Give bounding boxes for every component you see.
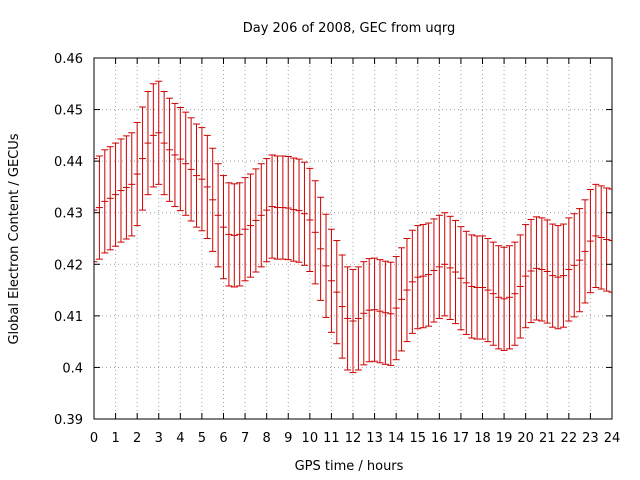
- error-bars: [93, 80, 613, 374]
- x-tick-label: 2: [133, 431, 141, 446]
- x-tick-label: 10: [302, 431, 319, 446]
- y-tick-label: 0.44: [54, 155, 83, 170]
- x-tick-label: 5: [198, 431, 206, 446]
- x-tick-label: 13: [366, 431, 383, 446]
- y-tick-label: 0.4: [62, 361, 83, 376]
- x-tick-label: 7: [241, 431, 249, 446]
- y-axis-label: Global Electron Content / GECUs: [7, 133, 22, 344]
- x-tick-label: 19: [496, 431, 513, 446]
- x-tick-label: 17: [453, 431, 470, 446]
- x-tick-label: 3: [155, 431, 163, 446]
- x-tick-label: 16: [431, 431, 448, 446]
- x-tick-label: 22: [561, 431, 578, 446]
- x-axis-label: GPS time / hours: [295, 459, 404, 474]
- x-tick-label: 12: [345, 431, 362, 446]
- y-tick-label: 0.45: [54, 104, 83, 119]
- axis-ticks: [93, 57, 613, 420]
- x-tick-label: 1: [111, 431, 119, 446]
- x-tick-label: 15: [409, 431, 426, 446]
- y-tick-label: 0.43: [54, 207, 83, 222]
- x-tick-label: 4: [176, 431, 184, 446]
- tick-labels: 0 1 2 3 4 5 6 7 8 9 10 11 12 13 14 15 16 17 18 19 20 21 22 23 24…: [54, 52, 620, 446]
- chart-title: Day 206 of 2008, GEC from uqrg: [243, 21, 456, 36]
- y-tick-label: 0.41: [54, 310, 83, 325]
- x-tick-label: 18: [474, 431, 491, 446]
- y-tick-label: 0.46: [54, 52, 83, 67]
- x-tick-label: 23: [582, 431, 599, 446]
- x-tick-label: 21: [539, 431, 556, 446]
- x-tick-label: 20: [517, 431, 534, 446]
- x-tick-label: 9: [284, 431, 292, 446]
- y-tick-label: 0.39: [54, 413, 83, 428]
- x-tick-label: 14: [388, 431, 405, 446]
- y-tick-label: 0.42: [54, 258, 83, 273]
- x-tick-label: 6: [219, 431, 227, 446]
- x-tick-label: 11: [323, 431, 340, 446]
- x-tick-label: 24: [604, 431, 621, 446]
- x-tick-label: 8: [263, 431, 271, 446]
- x-tick-label: 0: [90, 431, 98, 446]
